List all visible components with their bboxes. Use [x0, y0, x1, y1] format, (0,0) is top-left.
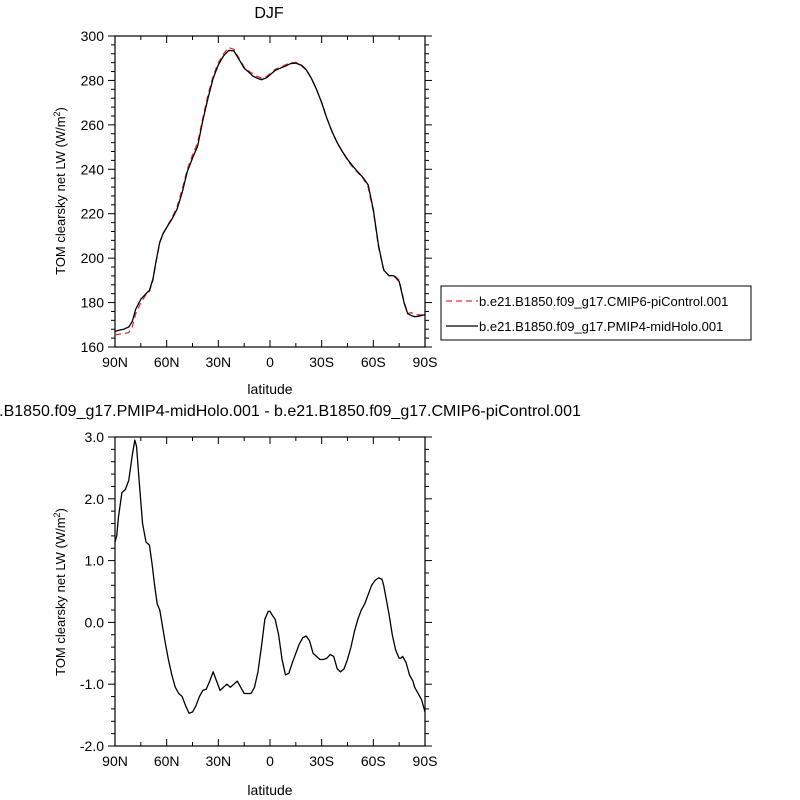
x-axis-label: latitude [247, 381, 292, 397]
y-tick-label: 200 [81, 250, 105, 266]
x-tick-label: 90S [413, 354, 438, 370]
y-tick-label: 300 [81, 28, 105, 44]
y-tick-label: 180 [81, 295, 105, 311]
x-tick-label: 60S [361, 354, 386, 370]
x-tick-label: 60N [154, 753, 180, 769]
series-line-1 [114, 49, 426, 333]
y-axis-label-end: ) [53, 107, 68, 111]
y-axis-label-end: ) [53, 508, 68, 512]
y-tick-label: 2.0 [85, 491, 105, 507]
y-tick-label: 260 [81, 117, 105, 133]
y-tick-label: -1.0 [80, 676, 104, 692]
x-tick-label: 30S [309, 354, 334, 370]
series-group [114, 46, 426, 336]
plot-frame [114, 436, 426, 747]
y-axis-label-main: TOM clearsky net LW (W/m [53, 116, 68, 274]
x-tick-label: 30S [309, 753, 334, 769]
legend-box [440, 285, 752, 341]
x-tick-label: 60S [361, 753, 386, 769]
plot-frame [114, 35, 426, 348]
y-tick-label: 280 [81, 72, 105, 88]
x-tick-label: 0 [266, 354, 274, 370]
panel-bottom: b.e21.B1850.f09_g17.PMIP4-midHolo.001 - … [0, 403, 581, 798]
legend: b.e21.B1850.f09_g17.CMIP6-piControl.001 … [440, 285, 752, 341]
y-tick-label: 3.0 [85, 429, 105, 445]
y-tick-label: 1.0 [85, 553, 105, 569]
y-axis-label-sup: 2 [52, 111, 62, 116]
x-tick-label: 30N [205, 753, 231, 769]
x-tick-label: 90N [102, 354, 128, 370]
chart-title: DJF [254, 5, 284, 22]
x-tick-label: 90N [102, 753, 128, 769]
y-tick-label: -2.0 [80, 738, 104, 754]
y-tick-label: 220 [81, 206, 105, 222]
legend-label-picontrol: b.e21.B1850.f09_g17.CMIP6-piControl.001 [479, 294, 728, 309]
tick-group: 90N 60N 30N 0 30S 60S 90S -2.0 -1.0 0.0 1.0 2.0 3.0 [80, 429, 438, 769]
chart-title: b.e21.B1850.f09_g17.PMIP4-midHolo.001 - … [0, 403, 581, 420]
y-axis-label-main: TOM clearsky net LW (W/m [53, 517, 68, 675]
x-tick-label: 0 [266, 753, 274, 769]
y-tick-label: 0.0 [85, 614, 105, 630]
legend-label-midholo: b.e21.B1850.f09_g17.PMIP4-midHolo.001 [479, 319, 723, 334]
series-line-0 [114, 46, 425, 336]
panel-top: DJF 90N 60N 30N 0 30S 60S 90S 160 180 200 220 240 26… [52, 5, 752, 397]
x-axis-label: latitude [247, 782, 292, 798]
y-axis-label: TOM clearsky net LW (W/m2) [52, 107, 68, 275]
x-tick-label: 60N [154, 354, 180, 370]
y-axis-label: TOM clearsky net LW (W/m2) [52, 508, 68, 676]
y-tick-label: 160 [81, 339, 105, 355]
x-tick-label: 30N [205, 354, 231, 370]
x-tick-label: 90S [413, 753, 438, 769]
series-group [114, 439, 426, 714]
y-axis-label-sup: 2 [52, 512, 62, 517]
series-line-0 [114, 439, 426, 714]
y-tick-label: 240 [81, 161, 105, 177]
tick-group: 90N 60N 30N 0 30S 60S 90S 160 180 200 220 240 260 280… [81, 28, 438, 370]
